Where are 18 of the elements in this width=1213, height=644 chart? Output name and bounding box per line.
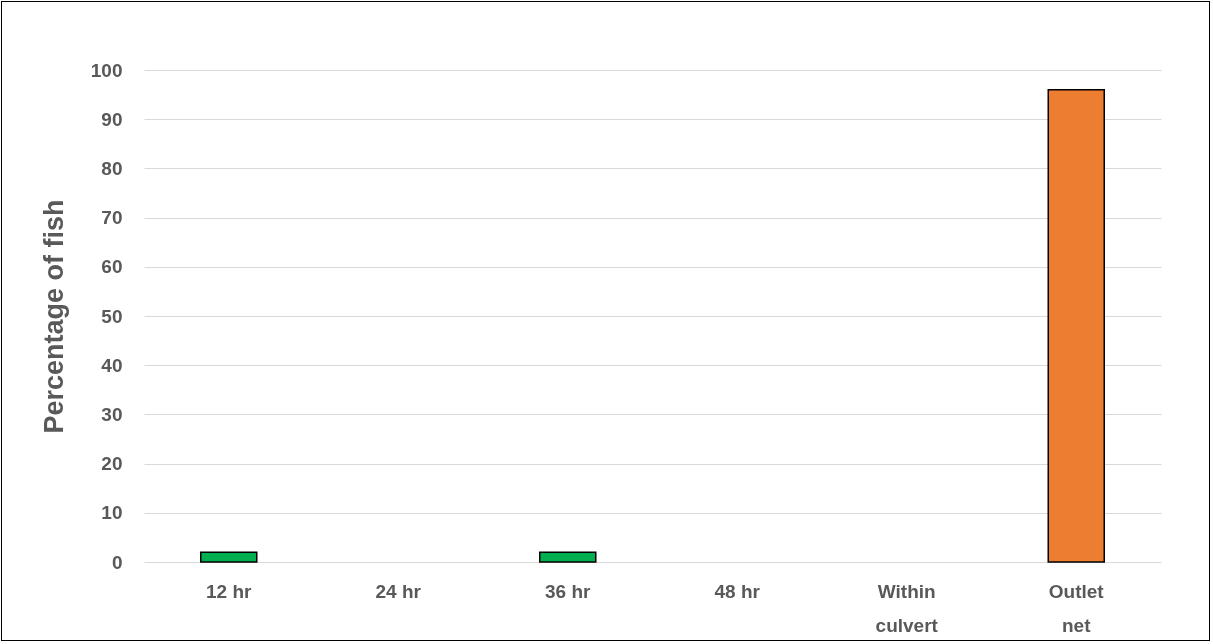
x-tick-label: Within culvert [875, 580, 939, 636]
y-tick-label: 30 [101, 403, 123, 425]
y-tick-label: 40 [101, 354, 123, 376]
y-tick-label: 100 [90, 59, 123, 81]
y-tick-label: 90 [101, 108, 123, 130]
x-tick-label: 48 hr [714, 580, 761, 602]
y-tick-label: 10 [101, 502, 123, 524]
y-tick-label: 80 [101, 157, 123, 179]
y-tick-label: 20 [101, 453, 123, 475]
y-tick-label: 70 [101, 207, 123, 229]
y-axis-title: Percentage of fish [38, 199, 69, 434]
y-tick-label: 0 [111, 551, 123, 573]
y-tick-label: 50 [101, 305, 123, 327]
x-tick-label: Outlet net [1048, 580, 1105, 636]
y-tick-label: 60 [101, 256, 123, 278]
x-tick-label: 24 hr [375, 580, 422, 602]
x-tick-label: 12 hr [206, 580, 253, 602]
x-tick-label: 36 hr [545, 580, 592, 602]
